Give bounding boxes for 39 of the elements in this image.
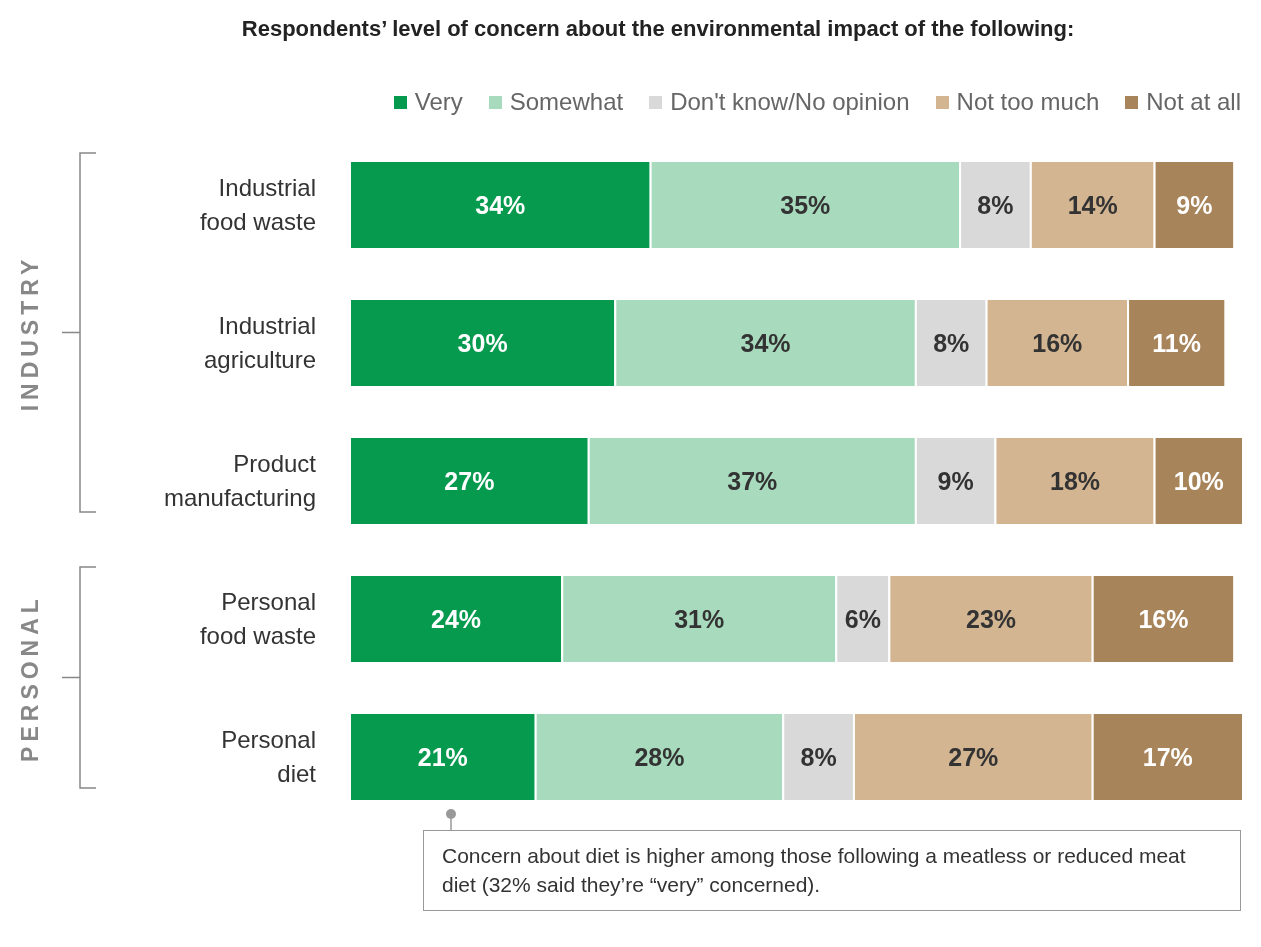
y-tick-label: Industrial food waste bbox=[199, 174, 316, 235]
data-label: 34% bbox=[475, 191, 526, 219]
legend-label: Don't know/No opinion bbox=[669, 88, 910, 116]
text: Concern about diet is higher among those following a meatless or reduced meat diet (32% said they’re “very” concerned). bbox=[423, 830, 1241, 911]
data-label: 10% bbox=[1173, 467, 1224, 495]
data-label: 21% bbox=[417, 743, 468, 771]
data-label: 27% bbox=[444, 467, 495, 495]
y-tick-label: Industrial agriculture bbox=[203, 312, 316, 373]
data-label: 24% bbox=[431, 605, 482, 633]
legend-label: Somewhat bbox=[508, 88, 624, 116]
data-label: 9% bbox=[1176, 191, 1213, 219]
y-tick-label: Personal diet bbox=[221, 726, 317, 787]
data-label: 18% bbox=[1049, 467, 1101, 495]
data-label: 16% bbox=[1032, 329, 1083, 357]
data-label: 31% bbox=[674, 605, 725, 633]
data-label: 9% bbox=[937, 467, 974, 495]
y-tick-label: Personal food waste bbox=[199, 588, 316, 649]
data-label: 23% bbox=[965, 605, 1017, 633]
data-label: 34% bbox=[740, 329, 791, 357]
data-label: 35% bbox=[780, 191, 831, 219]
data-label: 16% bbox=[1138, 605, 1189, 633]
legend-label: Not at all bbox=[1145, 88, 1241, 116]
data-label: 28% bbox=[634, 743, 685, 771]
data-label: 8% bbox=[977, 191, 1014, 219]
legend-label: Not too much bbox=[955, 88, 1100, 116]
data-label: 8% bbox=[933, 329, 970, 357]
data-label: 8% bbox=[800, 743, 837, 771]
legend-label: Very bbox=[413, 88, 463, 116]
text: INDUSTRY bbox=[16, 254, 44, 411]
text: PERSONAL bbox=[16, 593, 44, 762]
chart-title: Respondents’ level of concern about the environmental impact of the following: bbox=[240, 16, 1076, 42]
data-label: 27% bbox=[948, 743, 999, 771]
data-label: 17% bbox=[1142, 743, 1193, 771]
data-label: 37% bbox=[727, 467, 778, 495]
data-label: 11% bbox=[1152, 329, 1202, 357]
data-label: 14% bbox=[1067, 191, 1118, 219]
data-label: 30% bbox=[457, 329, 508, 357]
y-tick-label: Product manufacturing bbox=[163, 450, 317, 511]
data-label: 6% bbox=[844, 605, 881, 633]
